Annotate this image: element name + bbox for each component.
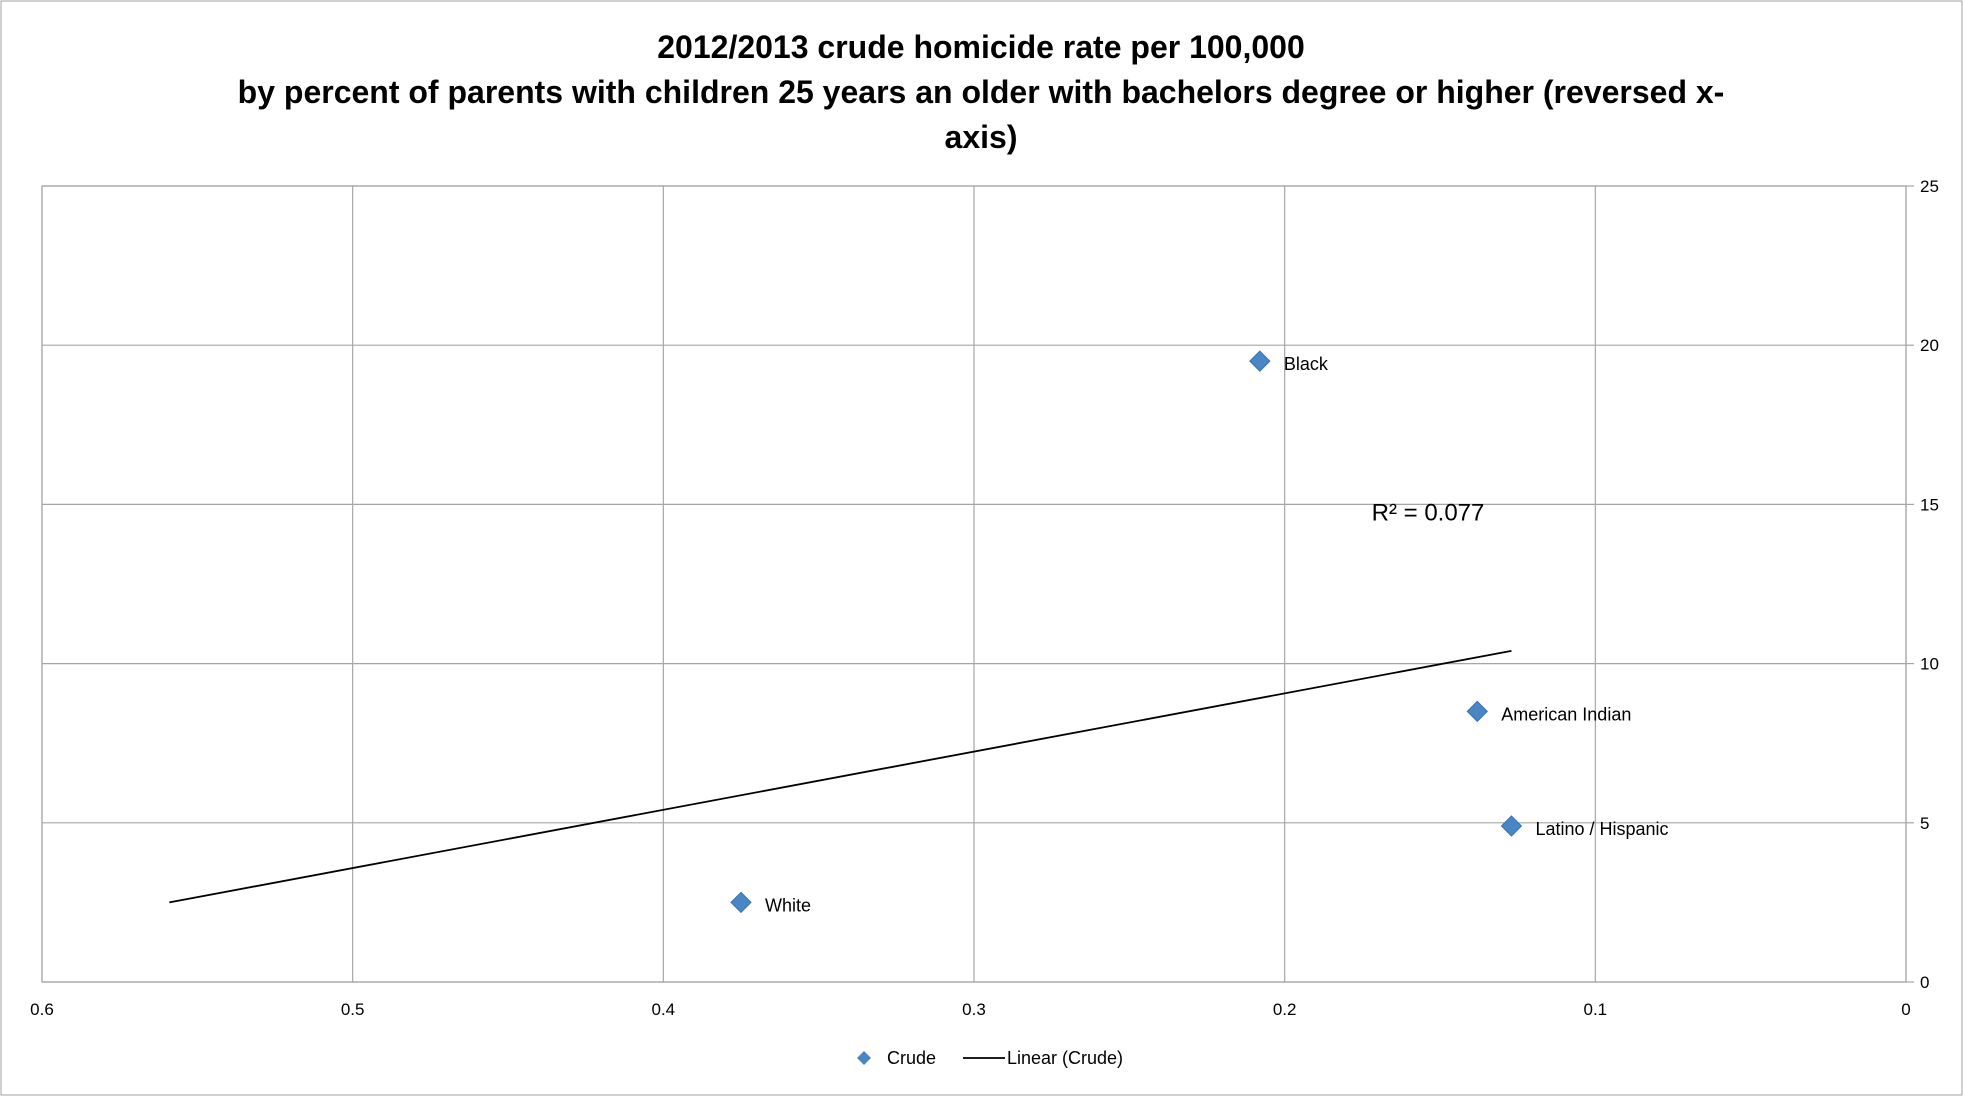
x-tick-label: 0.3	[962, 1000, 986, 1019]
x-tick-label: 0	[1901, 1000, 1910, 1019]
chart-title-line: axis)	[945, 119, 1018, 155]
x-tick-label: 0.2	[1273, 1000, 1297, 1019]
y-tick-label: 0	[1920, 973, 1929, 992]
y-tick-label: 5	[1920, 814, 1929, 833]
data-point-label: White	[765, 895, 811, 915]
y-axis-ticks: 0 5 10 15 20 25	[1920, 177, 1939, 992]
y-tick-label: 20	[1920, 336, 1939, 355]
legend-crude-label: Crude	[887, 1048, 936, 1068]
data-points: Black American Indian Latino / Hispanic Whi…	[730, 350, 1669, 915]
trendline	[169, 649, 1512, 904]
chart-title-line: by percent of parents with children 25 y…	[238, 74, 1725, 110]
trendline-group: R² = 0.077	[169, 499, 1512, 904]
x-tick-label: 0.1	[1584, 1000, 1608, 1019]
y-tick-label: 25	[1920, 177, 1939, 196]
chart-title: 2012/2013 crude homicide rate per 100,00…	[238, 29, 1725, 155]
x-axis-ticks: 0.6 0.5 0.4 0.3 0.2 0.1 0	[30, 1000, 1911, 1019]
y-tick-label: 15	[1920, 495, 1939, 514]
data-point-marker	[1500, 815, 1523, 837]
x-tick-label: 0.5	[341, 1000, 365, 1019]
data-point-label: American Indian	[1501, 704, 1631, 724]
y-tick-label: 10	[1920, 655, 1939, 674]
grid	[41, 185, 1914, 983]
x-tick-label: 0.4	[652, 1000, 676, 1019]
data-point-label: Latino / Hispanic	[1535, 819, 1668, 839]
r-squared-label: R² = 0.077	[1372, 499, 1485, 526]
data-point-marker	[1466, 700, 1488, 723]
chart-title-line: 2012/2013 crude homicide rate per 100,00…	[657, 29, 1305, 65]
x-tick-label: 0.6	[30, 1000, 54, 1019]
data-point-marker	[730, 891, 752, 914]
legend: Crude Linear (Crude)	[857, 1048, 1123, 1068]
plot-area	[41, 185, 1907, 983]
data-point-marker	[1249, 350, 1271, 372]
legend-crude-marker	[857, 1051, 871, 1065]
data-point-label: Black	[1284, 354, 1329, 374]
legend-linear-label: Linear (Crude)	[1007, 1048, 1123, 1068]
